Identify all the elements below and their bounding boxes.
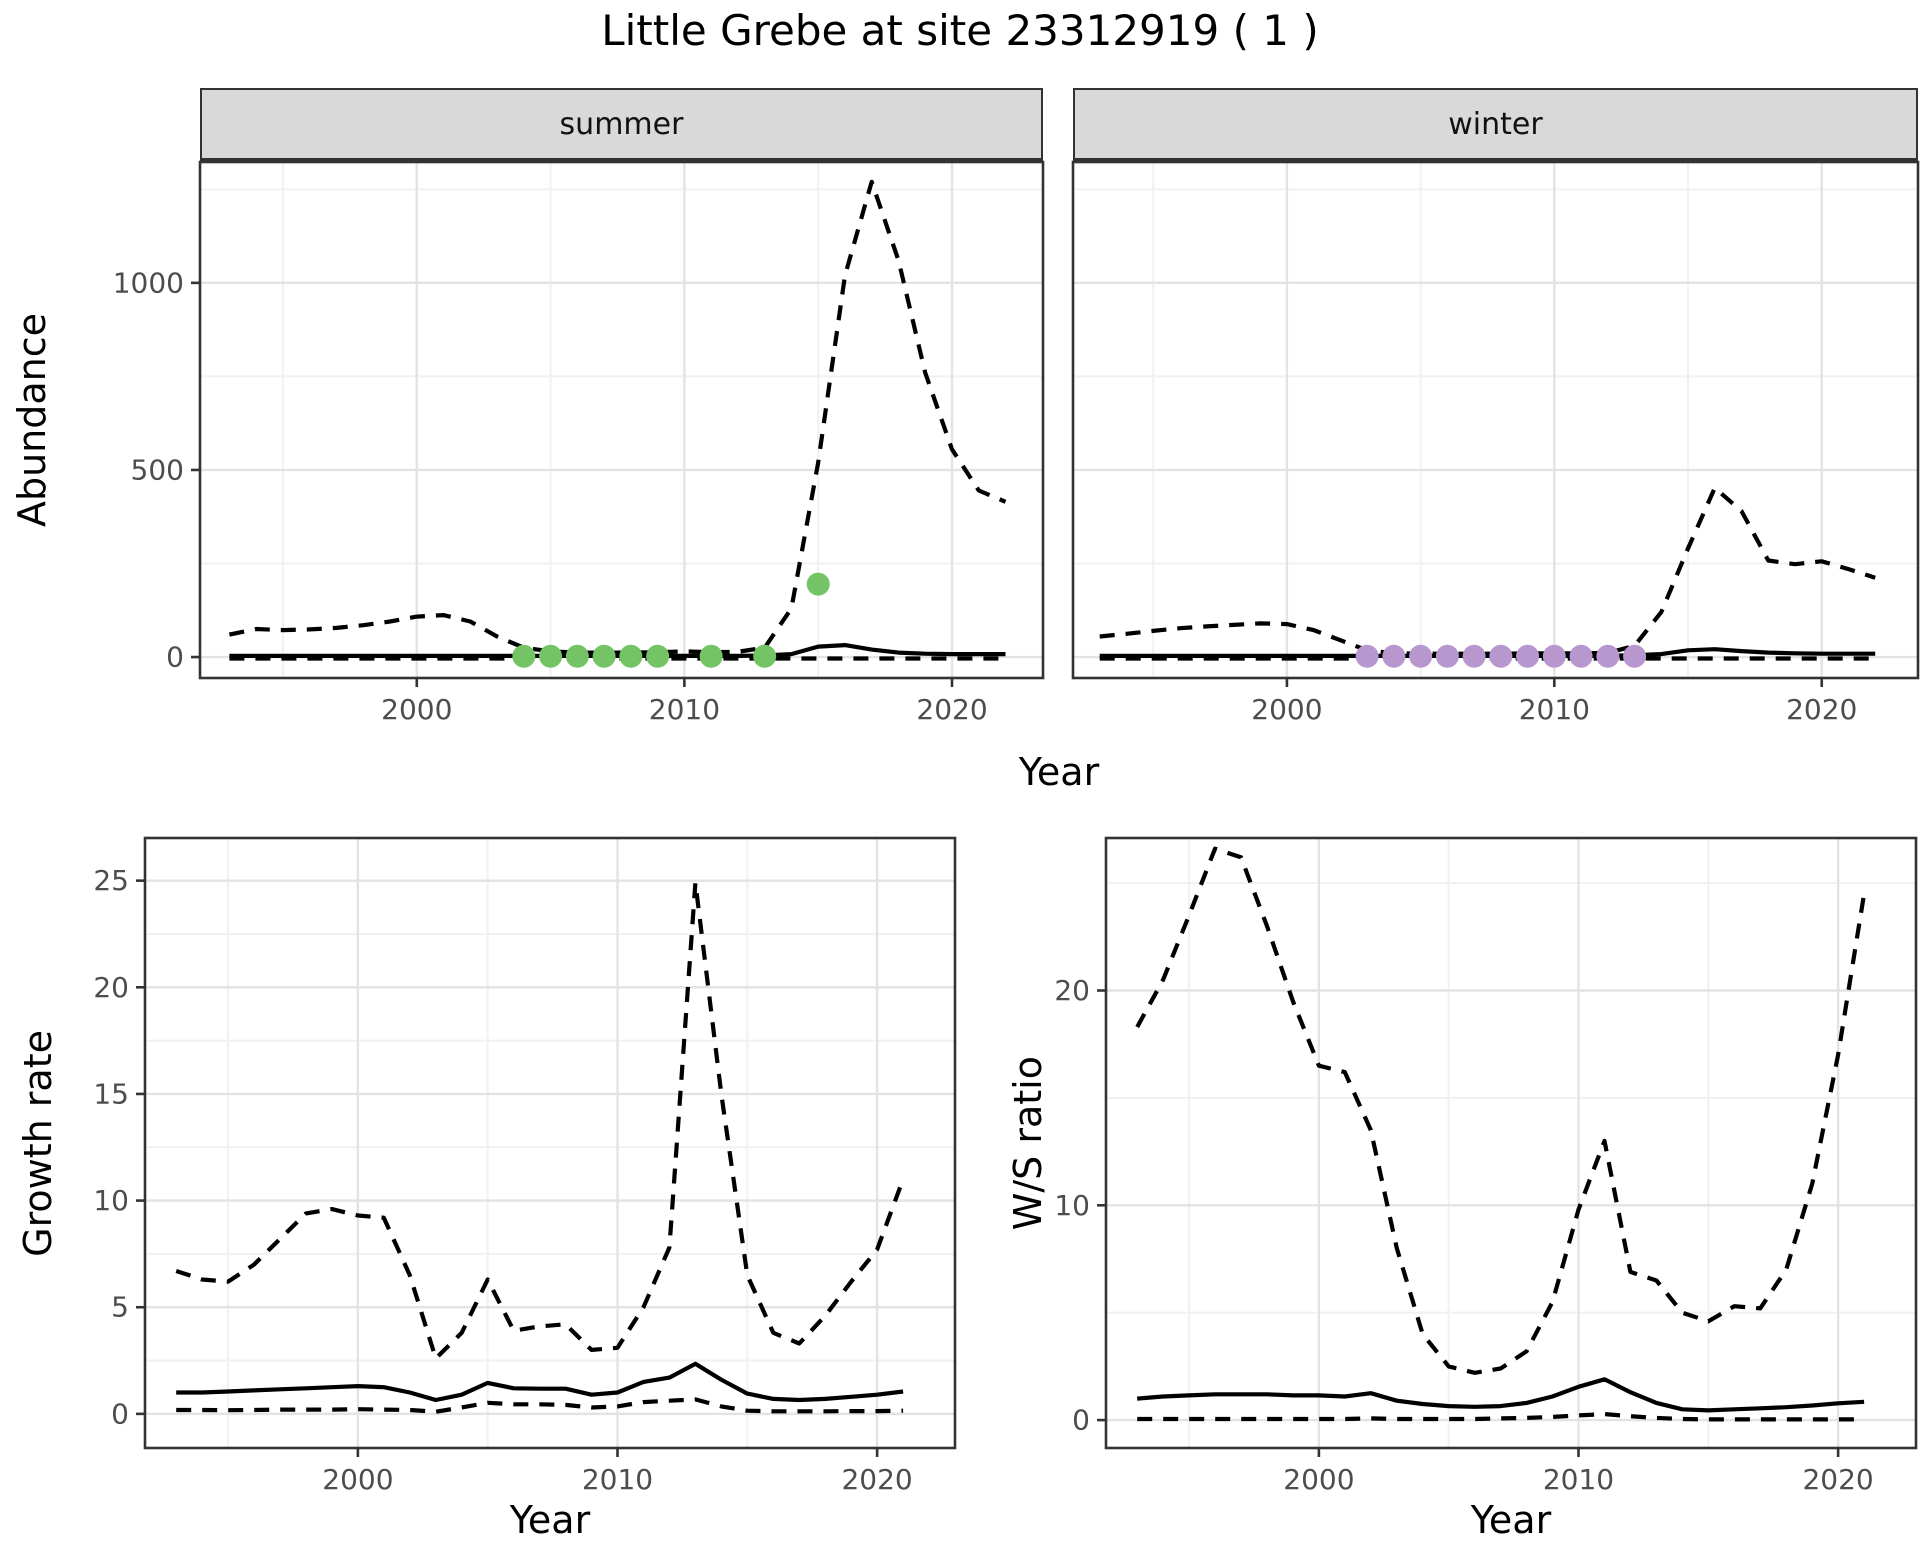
growth-rate-lower_ci-line: [176, 1397, 904, 1414]
y-tick-label: 5: [111, 1291, 129, 1324]
facet-strip-summer: summer: [200, 88, 1043, 162]
facet-strip-summer-label: summer: [559, 106, 684, 142]
panel-border: [1071, 160, 1920, 680]
observed-counts-winter-point: [1355, 644, 1379, 668]
y-tick-label: 1000: [113, 266, 184, 299]
facet-strip-winter: winter: [1073, 88, 1918, 162]
y-axis-title-growth-wrap: Growth rate: [12, 838, 64, 1448]
observed-counts-summer-point: [565, 644, 589, 668]
x-tick-label: 2000: [322, 1463, 393, 1496]
observed-counts-winter-point: [1409, 644, 1433, 668]
growth-rate-panel: 2000 2010 2020 0 5 10 15 20 25: [93, 836, 957, 1496]
abundance-winter-upper_ci-line: [1099, 485, 1876, 656]
y-axis-title-growth: Growth rate: [16, 1029, 60, 1257]
panel-border: [1104, 836, 1918, 1450]
x-tick-label: 2000: [381, 693, 452, 726]
x-tick-label: 2020: [1802, 1463, 1873, 1496]
abundance-summer-panel: 2000 2010 2020 0 500 1000: [113, 160, 1045, 726]
observed-counts-winter-point: [1596, 644, 1620, 668]
y-tick-label: 10: [93, 1184, 129, 1217]
y-axis-title-abundance-wrap: Abundance: [6, 162, 58, 678]
x-axis-title-year-top: Year: [1018, 750, 1100, 794]
y-tick-label: 10: [1054, 1189, 1090, 1222]
y-tick-label: 20: [93, 971, 129, 1004]
x-axis-title-year-bottom-right: Year: [1470, 1498, 1552, 1542]
y-tick-label: 25: [93, 864, 129, 897]
x-tick-label: 2000: [1251, 693, 1322, 726]
observed-counts-winter-point: [1489, 644, 1513, 668]
x-tick-label: 2010: [1543, 1463, 1614, 1496]
observed-counts-summer-point: [646, 644, 670, 668]
abundance-summer-upper_ci-line: [228, 179, 1007, 655]
x-tick-label: 2000: [1283, 1463, 1354, 1496]
y-tick-label: 0: [1072, 1404, 1090, 1437]
ws-ratio-lower_ci-line: [1137, 1411, 1865, 1422]
observed-counts-summer-point: [592, 644, 616, 668]
x-tick-label: 2010: [649, 693, 720, 726]
x-tick-label: 2020: [916, 693, 987, 726]
ws-ratio-panel: 2000 2010 2020 0 10 20: [1054, 836, 1918, 1496]
observed-counts-winter-point: [1569, 644, 1593, 668]
observed-counts-winter-point: [1462, 644, 1486, 668]
y-tick-label: 0: [111, 1397, 129, 1430]
y-axis-title-ws-wrap: W/S ratio: [1002, 838, 1054, 1448]
growth-rate-median-line: [176, 1361, 904, 1403]
y-tick-label: 20: [1054, 974, 1090, 1007]
y-tick-label: 0: [166, 641, 184, 674]
observed-counts-winter-point: [1623, 644, 1647, 668]
abundance-winter-panel: 2000 2010 2020: [1071, 160, 1920, 726]
ws-ratio-upper_ci-line: [1135, 846, 1867, 1375]
observed-counts-summer-point: [619, 644, 643, 668]
x-tick-label: 2020: [1786, 693, 1857, 726]
panel-border: [143, 836, 957, 1450]
facet-strip-winter-label: winter: [1448, 106, 1543, 142]
x-tick-label: 2010: [582, 1463, 653, 1496]
abundance-winter-median-line: [1099, 647, 1876, 659]
y-tick-label: 500: [131, 453, 184, 486]
observed-counts-winter-point: [1382, 644, 1406, 668]
ws-ratio-median-line: [1137, 1377, 1865, 1413]
observed-counts-summer-point: [753, 644, 777, 668]
x-tick-label: 2020: [841, 1463, 912, 1496]
chart-title: Little Grebe at site 23312919 ( 1 ): [601, 6, 1319, 55]
observed-counts-winter-point: [1435, 644, 1459, 668]
y-tick-label: 15: [93, 1077, 129, 1110]
observed-counts-summer-point: [512, 644, 536, 668]
observed-counts-summer-point: [699, 644, 723, 668]
y-axis-title-ws: W/S ratio: [1006, 1055, 1050, 1231]
observed-counts-winter-point: [1542, 644, 1566, 668]
y-axis-title-abundance: Abundance: [10, 312, 54, 528]
x-axis-title-year-bottom-left: Year: [509, 1498, 591, 1542]
observed-counts-summer-point: [806, 572, 830, 596]
observed-counts-winter-point: [1516, 644, 1540, 668]
panel-border: [198, 160, 1045, 680]
x-tick-label: 2010: [1519, 693, 1590, 726]
abundance-summer-median-line: [229, 642, 1006, 659]
observed-counts-summer-point: [539, 644, 563, 668]
